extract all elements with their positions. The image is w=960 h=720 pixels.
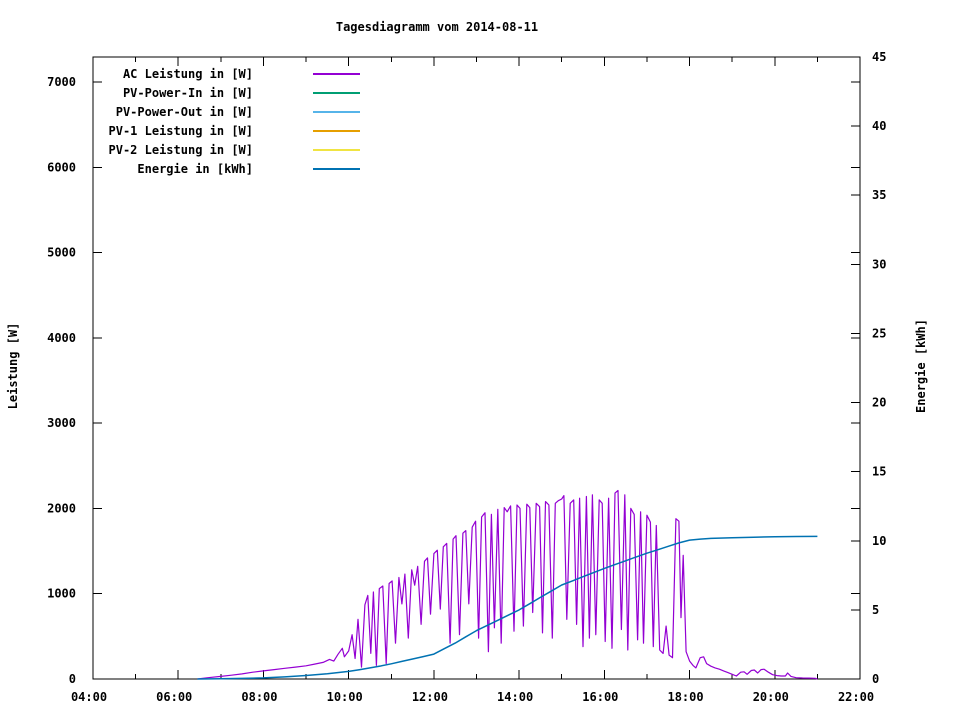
x-tick-label: 04:00: [71, 690, 107, 704]
chart-title: Tagesdiagramm vom 2014-08-11: [335, 20, 539, 34]
y2-tick-label: 35: [872, 188, 886, 202]
x-tick-label: 12:00: [412, 690, 448, 704]
y-tick-label: 2000: [47, 501, 76, 515]
x-tick-label: 16:00: [582, 690, 618, 704]
y2-tick-label: 10: [872, 534, 886, 548]
series-ac-leistung-line: [197, 489, 818, 680]
legend-label: Energie in [kWh]: [137, 162, 253, 176]
legend-label: PV-1 Leistung in [W]: [108, 124, 254, 138]
x-tick-label: 10:00: [327, 690, 363, 704]
legend-line-sample: [313, 149, 360, 151]
y2-tick-label: 0: [872, 672, 879, 686]
legend-label: PV-Power-In in [W]: [122, 86, 253, 100]
y-tick-label: 7000: [47, 75, 76, 89]
legend-line-sample: [313, 111, 360, 113]
x-tick-label: 18:00: [667, 690, 703, 704]
y-tick-label: 5000: [47, 246, 76, 260]
y-tick-label: 1000: [47, 587, 76, 601]
legend-line-sample: [313, 130, 360, 132]
x-tick-label: 06:00: [156, 690, 192, 704]
legend-label: PV-2 Leistung in [W]: [108, 143, 254, 157]
y2-tick-label: 15: [872, 465, 886, 479]
y2-tick-label: 20: [872, 396, 886, 410]
y2-tick-label: 5: [872, 603, 879, 617]
y-tick-label: 6000: [47, 160, 76, 174]
x-tick-label: 22:00: [838, 690, 874, 704]
x-tick-label: 08:00: [241, 690, 277, 704]
legend-line-sample: [313, 168, 360, 170]
x-tick-label: 14:00: [497, 690, 533, 704]
y2-tick-label: 30: [872, 257, 886, 271]
y-tick-label: 0: [69, 672, 76, 686]
series-energie-line: [197, 535, 818, 680]
legend-line-sample: [313, 73, 360, 75]
y2-tick-label: 25: [872, 326, 886, 340]
legend-label: AC Leistung in [W]: [122, 67, 253, 81]
legend-label: PV-Power-Out in [W]: [115, 105, 253, 119]
x-tick-label: 20:00: [753, 690, 789, 704]
y2-tick-label: 45: [872, 50, 886, 64]
y-tick-label: 3000: [47, 416, 76, 430]
legend-line-sample: [313, 92, 360, 94]
y-tick-label: 4000: [47, 331, 76, 345]
y2-tick-label: 40: [872, 119, 886, 133]
